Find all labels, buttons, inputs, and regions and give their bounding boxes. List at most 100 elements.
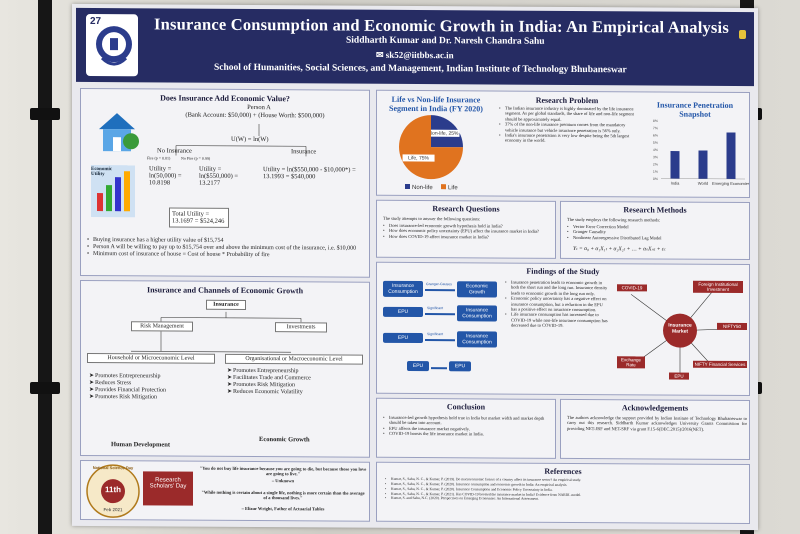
stand-clip	[30, 108, 60, 120]
economic-growth: Economic Growth	[259, 436, 310, 444]
pin-icon	[739, 29, 746, 40]
network-node: Exchange Rate	[617, 356, 645, 369]
value-bullets: Buying insurance has a higher utility va…	[87, 237, 363, 259]
poster-header: 27 Insurance Consumption and Economic Gr…	[76, 7, 754, 87]
badge-day: 11th	[104, 485, 121, 495]
problem-bullet: The Indian insurance industry is highly …	[499, 106, 639, 123]
household-item: Promotes Risk Mitigation	[89, 394, 217, 402]
person-label: Person A	[247, 103, 271, 112]
human-development: Human Development	[111, 441, 171, 449]
market-network-lines	[630, 290, 732, 377]
panel-research-problem: Life vs Non-life Insurance Segment in In…	[376, 89, 750, 199]
flow-epu: EPU	[383, 332, 423, 344]
y-tick-label: 5%	[653, 141, 658, 145]
panel-footer-left: National Science Day 11th Feb 2021 Resea…	[80, 459, 370, 522]
no-fire-probability: No Fire (p = 0.99)	[181, 155, 211, 161]
pie-title: Life vs Non-life Insurance Segment in In…	[389, 94, 483, 114]
method-item: Nonlinear Autoregressive Distributed Lag…	[567, 235, 747, 241]
flow-insurance-consumption: Insurance Consumption	[457, 305, 497, 322]
problem-bullets: The Indian insurance industry is highly …	[499, 106, 639, 145]
flow-epu: EPU	[407, 360, 429, 372]
logo-emblem-icon	[96, 26, 132, 66]
pie-data-label: Non-life, 25%	[428, 131, 459, 137]
quote-1: "You do not buy life insurance because y…	[199, 465, 367, 477]
fire-probability: Fire (p = 0.01)	[147, 155, 171, 161]
network-node: NIFTY50	[717, 322, 747, 331]
pie-slice-life	[399, 115, 463, 180]
y-tick-label: 7%	[653, 126, 658, 130]
section-title: Conclusion	[446, 402, 486, 412]
network-node: Foreign Institutional Investment	[693, 280, 743, 294]
section-title: Insurance and Channels of Economic Growt…	[146, 285, 304, 296]
pie-label-bg	[402, 154, 435, 162]
problem-bullet: India's insurance penetration is very lo…	[499, 132, 639, 144]
economic-utility-icon	[91, 165, 135, 218]
flow-arrow	[425, 313, 455, 316]
flow-arrow	[425, 339, 455, 342]
utility-insured: Utility = ln($550,000 - $10,000*) = 13.1…	[263, 166, 356, 181]
channel-organisational: Organisational or Macroeconomic Level	[225, 353, 363, 365]
x-tick-label: India	[671, 181, 680, 186]
no-insurance-label: No Insurance	[157, 147, 192, 155]
reference-item: Kumar, S. and Sahu, N.C. (2020). Perspec…	[385, 496, 745, 503]
panel-research-methods: Research Methods The study employs the f…	[560, 200, 750, 261]
person-detail: (Bank Account: $50,000) + (House Worth: …	[185, 111, 325, 120]
section-title: Research Methods	[623, 205, 687, 215]
channel-household: Household or Microeconomic Level	[87, 352, 215, 364]
y-tick-label: 6%	[653, 133, 658, 137]
house-savings-icon	[99, 113, 139, 152]
flow-label: Granger-Causes	[426, 282, 452, 287]
panel-research-questions: Research Questions The study attempts to…	[376, 199, 556, 259]
flow-insurance-consumption: Insurance Consumption	[383, 280, 423, 298]
panel-references: References Kumar, S., Sahu, N. C., & Kum…	[376, 461, 750, 525]
panel-findings: Findings of the Study Insurance Consumpt…	[376, 261, 750, 397]
quote-2-author: – Elizur Wright, Father of Actuarial Tab…	[241, 505, 325, 512]
total-utility: Total Utility = 13.1697 = $524,246	[169, 207, 229, 228]
legend-label: Non-life	[412, 185, 433, 191]
x-tick-label: Emerging Economies	[712, 181, 749, 186]
section-title: Findings of the Study	[526, 266, 600, 277]
organisational-list: Promotes Entrepreneurship Facilitates Tr…	[227, 368, 365, 396]
finding-bullet: Economic policy uncertainty has a negati…	[505, 296, 609, 313]
economic-utility-caption: Economic Utility	[91, 167, 113, 178]
panel-acknowledgements: Acknowledgements The authors acknowledge…	[560, 398, 750, 461]
flow-epu: EPU	[449, 361, 471, 372]
bar-emerging-economies	[726, 132, 736, 179]
institute-logo: 27	[86, 13, 138, 77]
y-tick-label: 8%	[653, 119, 658, 123]
legend-label: Life	[448, 185, 458, 191]
affiliation: School of Humanities, Social Sciences, a…	[214, 62, 627, 76]
badge-top-text: National Science Day	[92, 465, 134, 471]
science-day-badge	[86, 464, 140, 518]
channel-risk-management: Risk Management	[131, 321, 193, 332]
problem-bullet: 37% of the non-life insurance premium co…	[499, 122, 639, 134]
findings-bullets: Insurance penetration leads to economic …	[505, 280, 609, 329]
panel-conclusion: Conclusion Insurance-led growth hypothes…	[376, 397, 556, 459]
quote-2: "While nothing is certain about a single…	[201, 489, 365, 501]
methods-list: Vector Error Correction Model Granger Ca…	[567, 224, 747, 241]
references-list: Kumar, S., Sahu, N. C., & Kumar, P. (201…	[385, 477, 745, 503]
x-tick-label: World	[698, 181, 708, 186]
conclusion-item: COVID-19 boosts the life insurance marke…	[383, 431, 553, 437]
pie-chart: Non-life, 25% Life, 75% Non-life Life	[399, 115, 463, 191]
channel-lines	[131, 311, 302, 353]
model-equation: Yₜ = α₀ + α₁X₁ₜ + α₂X₂ₜ + … + αₙXₙₜ + εₜ	[573, 245, 666, 253]
flow-label: Significant	[427, 306, 444, 311]
quote-1-author: – Unknown	[271, 478, 295, 484]
section-title: Acknowledgements	[621, 403, 689, 413]
conclusion-list: Insurance-led growth hypothesis hold tru…	[383, 415, 553, 438]
panel-channels: Insurance and Channels of Economic Growt…	[80, 279, 370, 458]
questions-list: Does insurance-led economic growth hypot…	[383, 223, 553, 240]
flow-arrow	[425, 289, 455, 292]
finding-bullet: Life insurance consumption has increased…	[505, 312, 609, 329]
y-tick-label: 0%	[653, 177, 658, 181]
poster-stand-left	[38, 0, 52, 534]
finding-bullet: Insurance penetration leads to economic …	[505, 280, 609, 297]
research-poster: 27 Insurance Consumption and Economic Gr…	[72, 3, 758, 531]
flow-label: Significant	[427, 332, 444, 337]
questions-intro: The study attempts to answer the followi…	[383, 215, 481, 222]
section-title: Research Questions	[432, 204, 500, 214]
bar-chart: 8% 7% 6% 5% 4% 3% 2% 1% 0% India World Emerging Eco…	[653, 119, 749, 186]
network-center: Insurance Market	[668, 322, 692, 335]
author-email: ✉ sk52@iitbbs.ac.in	[376, 49, 454, 61]
